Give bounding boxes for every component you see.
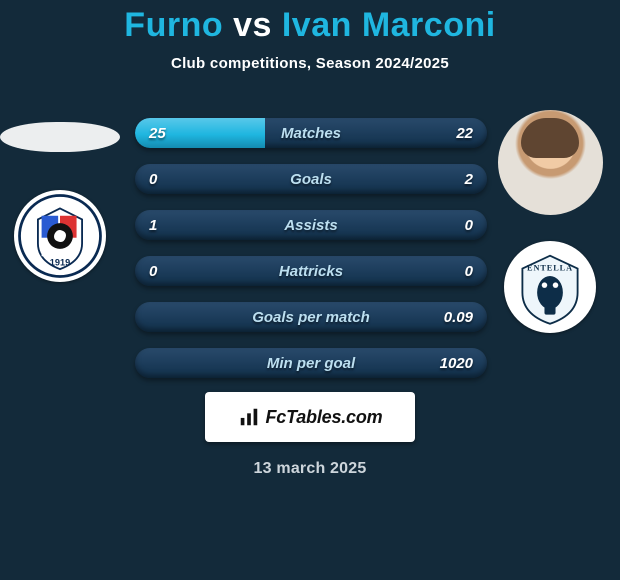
bar-label: Min per goal xyxy=(135,348,487,378)
bar-value-right: 1020 xyxy=(440,348,473,378)
stat-bar: Matches25 22 xyxy=(135,118,487,148)
comparison-card: Furno vs Ivan Marconi Club competitions,… xyxy=(0,0,620,580)
page-title: Furno vs Ivan Marconi xyxy=(0,0,620,45)
bar-value-right: 0 xyxy=(465,256,473,286)
stat-bar: Hattricks0 0 xyxy=(135,256,487,286)
svg-text:ENTELLA: ENTELLA xyxy=(527,263,573,272)
player1-portrait xyxy=(0,122,120,152)
chart-icon xyxy=(238,406,260,428)
bar-value-right: 0 xyxy=(465,210,473,240)
left-column: 1919 xyxy=(0,110,120,282)
bar-value-left: 0 xyxy=(149,164,157,194)
stat-bars: Matches2522Goals02Assists10Hattricks00Go… xyxy=(135,118,487,394)
bar-label: Goals xyxy=(135,164,487,194)
bar-label: Matches xyxy=(135,118,487,148)
brand-text: FcTables.com xyxy=(266,407,383,428)
stat-bar: Goals per match0.09 xyxy=(135,302,487,332)
player2-portrait xyxy=(498,110,603,215)
stat-bar: Min per goal1020 xyxy=(135,348,487,378)
entella-badge-icon: ENTELLA xyxy=(504,241,596,333)
date-text: 13 march 2025 xyxy=(0,460,620,478)
bar-value-left: 0 xyxy=(149,256,157,286)
title-player2: Ivan Marconi xyxy=(282,6,496,44)
stat-bar: Assists1 0 xyxy=(135,210,487,240)
title-player1: Furno xyxy=(124,6,223,44)
bar-value-right: 0.09 xyxy=(444,302,473,332)
title-vs: vs xyxy=(233,6,272,44)
bar-label: Goals per match xyxy=(135,302,487,332)
bar-label: Assists xyxy=(135,210,487,240)
player1-club-crest: 1919 xyxy=(14,190,106,282)
stat-bar: Goals0 2 xyxy=(135,164,487,194)
svg-text:1919: 1919 xyxy=(50,257,70,267)
subtitle: Club competitions, Season 2024/2025 xyxy=(0,55,620,72)
right-column: ENTELLA xyxy=(490,110,610,333)
bar-value-right: 22 xyxy=(456,118,473,148)
player2-club-crest: ENTELLA xyxy=(504,241,596,333)
bar-value-right: 2 xyxy=(465,164,473,194)
bar-value-left: 25 xyxy=(149,118,166,148)
footer: FcTables.com 13 march 2025 xyxy=(0,392,620,478)
bar-value-left: 1 xyxy=(149,210,157,240)
bar-label: Hattricks xyxy=(135,256,487,286)
brand-badge: FcTables.com xyxy=(205,392,415,442)
sestri-levante-badge-icon: 1919 xyxy=(14,190,106,282)
